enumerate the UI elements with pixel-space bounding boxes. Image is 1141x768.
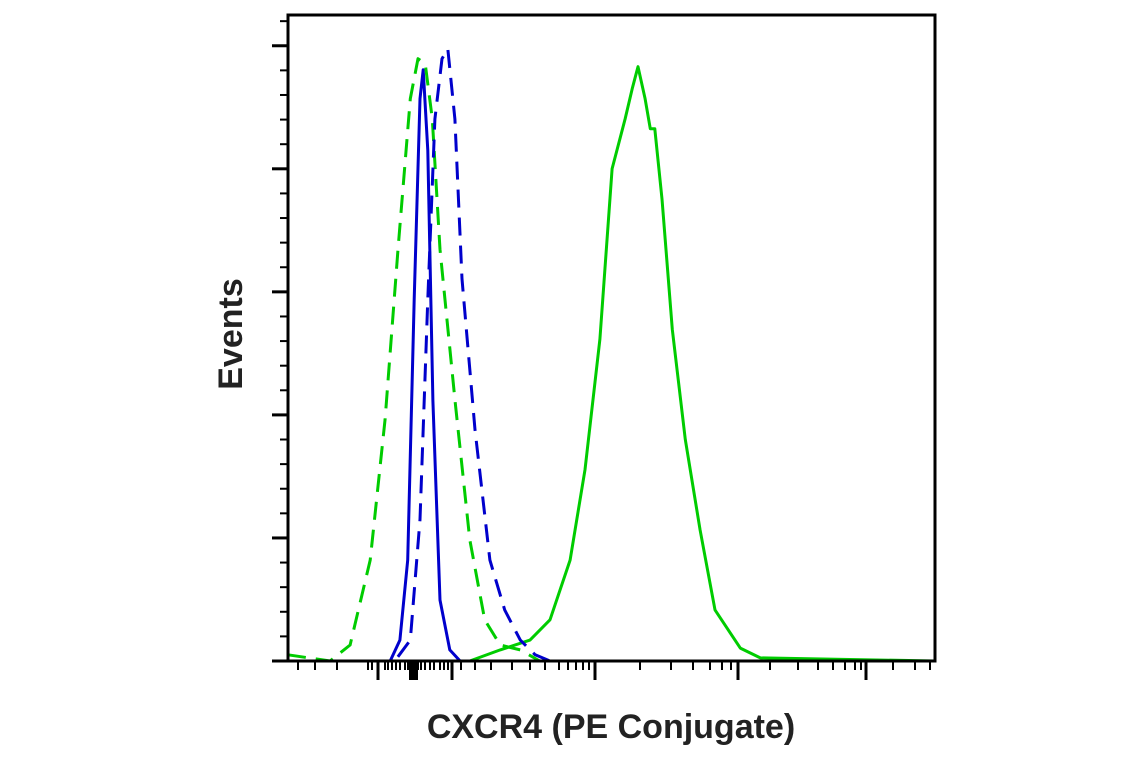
series-line-3-dashed — [287, 57, 935, 663]
series-layer — [287, 47, 936, 663]
x-axis-label: CXCR4 (PE Conjugate) — [427, 708, 795, 746]
plot-frame — [286, 13, 937, 663]
x-axis-ticks — [297, 661, 931, 680]
y-axis-label: Events — [212, 278, 250, 390]
series-line-4-dashed — [288, 47, 935, 663]
y-axis-ticks — [272, 20, 288, 663]
series-line-2-solid — [288, 68, 935, 663]
series-line-1-solid — [288, 65, 936, 663]
x-dense-tick-cluster — [409, 661, 418, 680]
